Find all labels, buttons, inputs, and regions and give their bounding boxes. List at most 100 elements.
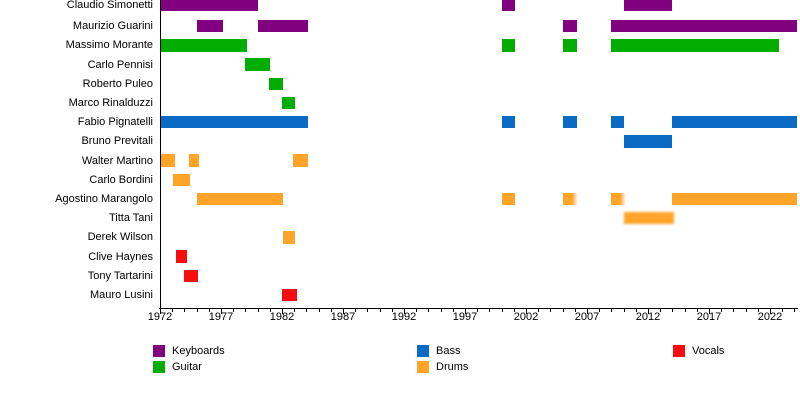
major-tick-2002 <box>526 309 527 314</box>
minor-tick-2019 <box>733 309 735 312</box>
member-label-clive-haynes: Clive Haynes <box>88 250 153 263</box>
member-label-carlo-pennisi: Carlo Pennisi <box>87 58 153 71</box>
bar-claudio-simonetti-0-keyboards <box>160 0 258 11</box>
minor-tick-1975 <box>196 309 198 312</box>
x-tick-label-2017: 2017 <box>696 311 722 323</box>
bar-marco-rinalduzzi-0-guitar <box>282 96 296 110</box>
minor-tick-1983 <box>294 309 296 312</box>
major-tick-1987 <box>343 309 344 314</box>
bar-fabio-pignatelli-3-bass <box>611 115 624 129</box>
bar-claudio-simonetti-1-keyboards <box>501 0 515 11</box>
minor-tick-1999 <box>489 309 491 312</box>
major-tick-1977 <box>221 309 222 314</box>
bar-clive-haynes-0-vocals <box>175 250 187 263</box>
bar-agostino-marangolo-0-drums <box>196 192 284 206</box>
major-tick-1982 <box>282 309 283 314</box>
minor-tick-1995 <box>440 309 442 312</box>
bar-mauro-lusini-0-vocals <box>282 288 297 302</box>
member-label-roberto-puleo: Roberto Puleo <box>82 77 153 90</box>
minor-tick-2013 <box>660 309 662 312</box>
bar-tony-tartarini-0-vocals <box>184 269 198 283</box>
minor-tick-1988 <box>355 309 357 312</box>
major-tick-1992 <box>404 309 405 314</box>
minor-tick-2003 <box>538 309 540 312</box>
x-tick-label-1992: 1992 <box>391 311 417 323</box>
bar-bruno-previtali-0-bass <box>623 135 673 148</box>
legend-swatch-vocals <box>673 345 685 357</box>
minor-tick-1974 <box>184 309 186 312</box>
x-tick-label-2022: 2022 <box>757 311 783 323</box>
minor-tick-2018 <box>721 309 723 312</box>
bar-walter-martino-2-drums <box>292 154 308 167</box>
bar-massimo-morante-2-guitar <box>562 39 578 52</box>
minor-tick-1993 <box>416 309 418 312</box>
member-label-tony-tartarini: Tony Tartarini <box>87 269 153 282</box>
bar-roberto-puleo-0-guitar <box>268 77 284 91</box>
major-tick-2017 <box>709 309 710 314</box>
bar-agostino-marangolo-2-drums <box>562 192 579 206</box>
minor-tick-1994 <box>428 309 430 312</box>
bar-carlo-pennisi-0-guitar <box>245 58 270 71</box>
minor-tick-2001 <box>513 309 515 312</box>
minor-tick-2004 <box>550 309 552 312</box>
legend-label-drums: Drums <box>436 361 469 373</box>
bar-derek-wilson-0-drums <box>283 231 296 244</box>
bar-titta-tani-0-drums <box>623 211 674 225</box>
bar-agostino-marangolo-4-drums <box>672 192 797 206</box>
bar-fabio-pignatelli-0-bass <box>160 115 308 129</box>
legend-label-keyboards: Keyboards <box>172 345 225 357</box>
bar-maurizio-guarini-3-keyboards <box>611 19 797 33</box>
minor-tick-2024 <box>794 309 796 312</box>
minor-tick-2016 <box>696 309 698 312</box>
x-tick-label-1972: 1972 <box>147 311 173 323</box>
minor-tick-1991 <box>391 309 393 312</box>
x-tick-label-1997: 1997 <box>452 311 478 323</box>
bar-fabio-pignatelli-1-bass <box>501 115 515 129</box>
minor-tick-2014 <box>672 309 674 312</box>
minor-tick-1996 <box>452 309 454 312</box>
minor-tick-1989 <box>367 309 369 312</box>
member-label-maurizio-guarini: Maurizio Guarini <box>72 20 153 33</box>
member-label-carlo-bordini: Carlo Bordini <box>89 173 153 186</box>
major-tick-2012 <box>648 309 649 314</box>
minor-tick-1980 <box>257 309 259 312</box>
member-label-agostino-marangolo: Agostino Marangolo <box>55 193 153 205</box>
bar-massimo-morante-0-guitar <box>160 39 247 52</box>
minor-tick-2009 <box>611 309 613 312</box>
legend-swatch-drums <box>417 361 429 373</box>
bar-agostino-marangolo-3-drums <box>611 192 627 206</box>
minor-tick-1973 <box>172 309 174 312</box>
x-tick-label-1982: 1982 <box>269 311 295 323</box>
x-tick-label-2002: 2002 <box>513 311 539 323</box>
minor-tick-2005 <box>562 309 564 312</box>
legend-swatch-bass <box>417 345 429 357</box>
bar-walter-martino-1-drums <box>189 154 200 167</box>
minor-tick-2000 <box>501 309 503 312</box>
x-tick-label-2007: 2007 <box>574 311 600 323</box>
minor-tick-1981 <box>269 309 271 312</box>
minor-tick-1978 <box>233 309 235 312</box>
member-label-marco-rinalduzzi: Marco Rinalduzzi <box>68 97 153 109</box>
major-tick-2007 <box>587 309 588 314</box>
legend-swatch-guitar <box>153 361 165 373</box>
member-label-fabio-pignatelli: Fabio Pignatelli <box>77 116 153 129</box>
x-axis-line <box>159 307 798 309</box>
minor-tick-2010 <box>623 309 625 312</box>
minor-tick-2021 <box>757 309 759 312</box>
major-tick-1997 <box>465 309 466 314</box>
minor-tick-2008 <box>599 309 601 312</box>
minor-tick-1976 <box>208 309 210 312</box>
bar-walter-martino-0-drums <box>160 154 175 167</box>
minor-tick-1984 <box>306 309 308 312</box>
member-label-derek-wilson: Derek Wilson <box>87 231 153 244</box>
legend-label-bass: Bass <box>436 345 461 357</box>
legend-swatch-keyboards <box>153 345 165 357</box>
member-label-claudio-simonetti: Claudio Simonetti <box>66 0 153 11</box>
bar-maurizio-guarini-0-keyboards <box>196 19 224 33</box>
x-tick-label-2012: 2012 <box>635 311 661 323</box>
minor-tick-2006 <box>574 309 576 312</box>
legend-label-vocals: Vocals <box>692 345 725 357</box>
bar-maurizio-guarini-1-keyboards <box>257 19 308 33</box>
y-axis-line <box>159 0 161 308</box>
